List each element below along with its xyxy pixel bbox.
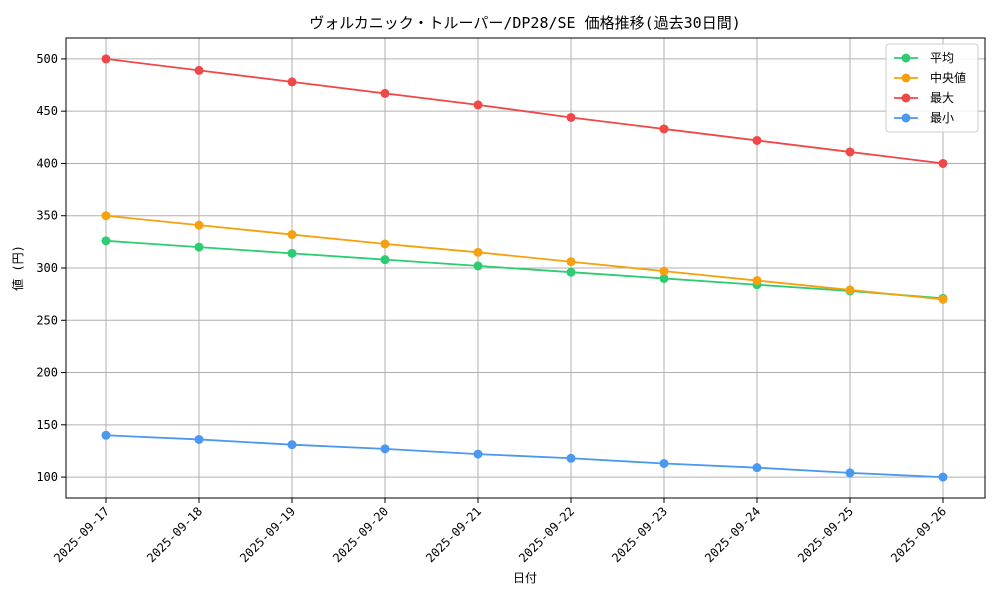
data-point bbox=[473, 100, 483, 110]
data-point bbox=[566, 453, 576, 463]
data-point bbox=[938, 294, 948, 304]
series-group bbox=[101, 430, 948, 482]
data-point bbox=[287, 440, 297, 450]
data-point bbox=[194, 65, 204, 75]
x-tick-label: 2025-09-26 bbox=[888, 504, 949, 565]
data-point bbox=[659, 459, 669, 468]
data-point bbox=[938, 158, 948, 168]
y-axis-label: 値 (円) bbox=[10, 245, 25, 291]
series-group bbox=[101, 211, 948, 304]
data-point bbox=[380, 239, 390, 249]
y-tick-label: 400 bbox=[36, 156, 58, 170]
data-point bbox=[566, 267, 576, 277]
data-point bbox=[752, 135, 762, 145]
data-point bbox=[473, 449, 483, 459]
data-point bbox=[659, 124, 669, 134]
y-tick-label: 250 bbox=[36, 313, 58, 327]
chart-title: ヴォルカニック・トルーパー/DP28/SE 価格推移(過去30日間) bbox=[309, 14, 741, 32]
x-tick-label: 2025-09-22 bbox=[516, 504, 577, 565]
data-point bbox=[101, 430, 111, 440]
data-point bbox=[101, 236, 111, 246]
data-point bbox=[194, 220, 204, 230]
y-tick-label: 500 bbox=[36, 52, 58, 66]
legend-swatch-marker bbox=[901, 73, 911, 83]
legend-label: 平均 bbox=[930, 51, 954, 65]
data-point bbox=[938, 472, 948, 482]
legend-box bbox=[885, 43, 979, 133]
data-point bbox=[845, 468, 855, 478]
series-group bbox=[101, 236, 948, 303]
y-tick-label: 450 bbox=[36, 104, 58, 118]
x-tick-label: 2025-09-19 bbox=[237, 504, 298, 565]
x-axis-label: 日付 bbox=[513, 571, 537, 585]
data-point bbox=[194, 242, 204, 252]
data-point bbox=[566, 112, 576, 122]
data-point bbox=[659, 266, 669, 276]
data-point bbox=[287, 248, 297, 258]
data-point bbox=[194, 434, 204, 444]
series-group bbox=[101, 54, 948, 168]
y-tick-label: 350 bbox=[36, 209, 58, 223]
data-point bbox=[380, 444, 390, 454]
legend-label: 中央値 bbox=[930, 70, 966, 85]
data-point bbox=[473, 247, 483, 257]
legend-swatch-marker bbox=[901, 113, 911, 123]
data-point bbox=[101, 54, 111, 64]
series-lines bbox=[101, 54, 948, 482]
x-tick-label: 2025-09-20 bbox=[330, 504, 391, 565]
series-line bbox=[105, 239, 944, 300]
y-tick-label: 200 bbox=[36, 366, 58, 380]
data-point bbox=[473, 261, 483, 271]
series-line bbox=[105, 214, 944, 301]
legend-swatch-marker bbox=[901, 93, 911, 103]
data-point bbox=[845, 147, 855, 157]
data-point bbox=[287, 230, 297, 240]
legend-label: 最大 bbox=[930, 91, 954, 105]
data-point bbox=[659, 273, 669, 283]
x-tick-label: 2025-09-18 bbox=[144, 504, 205, 565]
y-axis-ticks: 100 150 200 250 300 350 400 450 500 bbox=[36, 52, 66, 484]
series-line bbox=[105, 58, 944, 165]
x-tick-label: 2025-09-24 bbox=[702, 504, 763, 565]
x-tick-label: 2025-09-23 bbox=[609, 504, 670, 565]
data-point bbox=[752, 276, 762, 286]
legend-swatch-marker bbox=[901, 53, 911, 63]
x-axis-ticks: 2025-09-17 2025-09-18 2025-09-19 2025-09-20… bbox=[51, 498, 949, 565]
data-point bbox=[101, 211, 111, 221]
data-point bbox=[380, 255, 390, 265]
data-point bbox=[287, 77, 297, 87]
data-point bbox=[566, 257, 576, 267]
series-line bbox=[105, 434, 944, 478]
data-point bbox=[752, 463, 762, 473]
data-point bbox=[380, 88, 390, 98]
x-tick-label: 2025-09-17 bbox=[51, 504, 112, 565]
x-tick-label: 2025-09-21 bbox=[423, 504, 484, 565]
y-tick-label: 100 bbox=[36, 470, 58, 484]
grid-lines bbox=[66, 38, 985, 498]
legend-label: 最小 bbox=[930, 111, 954, 125]
x-tick-label: 2025-09-25 bbox=[795, 504, 856, 565]
data-point bbox=[845, 285, 855, 295]
y-tick-label: 300 bbox=[36, 261, 58, 275]
y-tick-label: 150 bbox=[36, 418, 58, 432]
